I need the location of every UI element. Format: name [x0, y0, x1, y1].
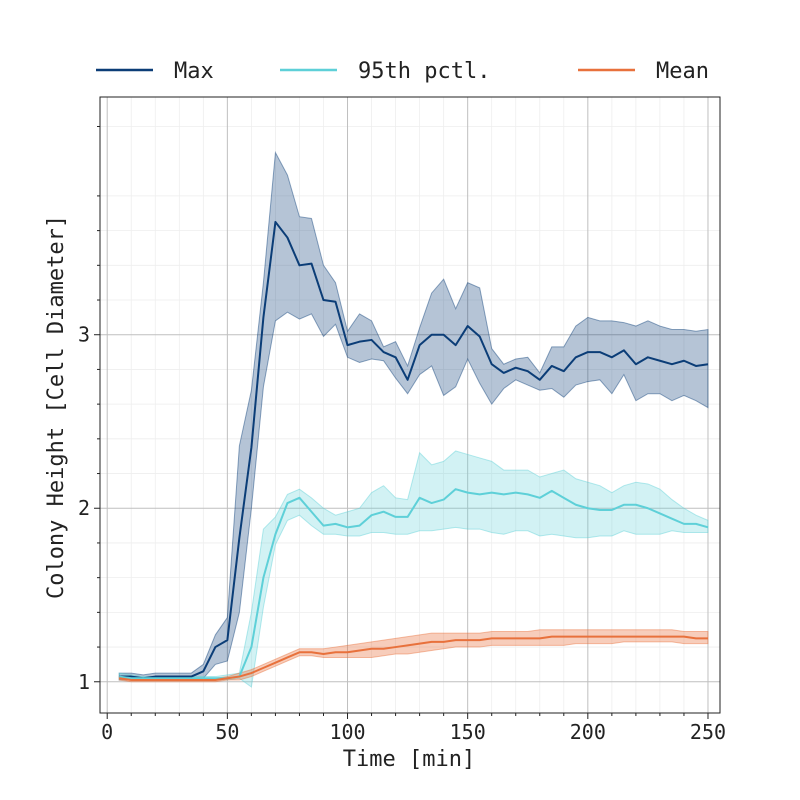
- x-tick-label: 150: [450, 720, 486, 744]
- y-tick-label: 1: [78, 670, 90, 694]
- confidence-bands: [118, 150, 709, 688]
- y-tick-label: 2: [78, 496, 90, 520]
- x-tick-label: 250: [690, 720, 726, 744]
- legend-label-95th: 95th pctl.: [358, 59, 490, 84]
- band-mean: [118, 629, 709, 683]
- series-line-max: [119, 220, 709, 680]
- minor-grid: [100, 97, 720, 713]
- legend-label-max: Max: [174, 59, 214, 84]
- series-line-95th-pctl: [119, 488, 709, 680]
- y-axis-title: Colony Height [Cell Diameter]: [44, 215, 69, 599]
- x-tick-label: 100: [329, 720, 365, 744]
- legend: Max 95th pctl. Mean: [96, 59, 709, 84]
- x-tick-label: 0: [101, 720, 113, 744]
- x-axis-title: Time [min]: [343, 747, 475, 772]
- x-tick-label: 200: [570, 720, 606, 744]
- major-grid: [100, 97, 720, 713]
- band-max: [118, 150, 709, 681]
- tick-labels: 0 50 100 150 200 250 1 2 3: [78, 323, 726, 744]
- x-tick-label: 50: [215, 720, 239, 744]
- band-95th-pctl: [118, 450, 709, 688]
- series-line-mean: [119, 635, 708, 682]
- series-lines: [119, 220, 709, 682]
- plot-frame: [99, 96, 721, 714]
- axis-ticks: [94, 125, 709, 719]
- y-tick-label: 3: [78, 323, 90, 347]
- legend-label-mean: Mean: [656, 59, 709, 84]
